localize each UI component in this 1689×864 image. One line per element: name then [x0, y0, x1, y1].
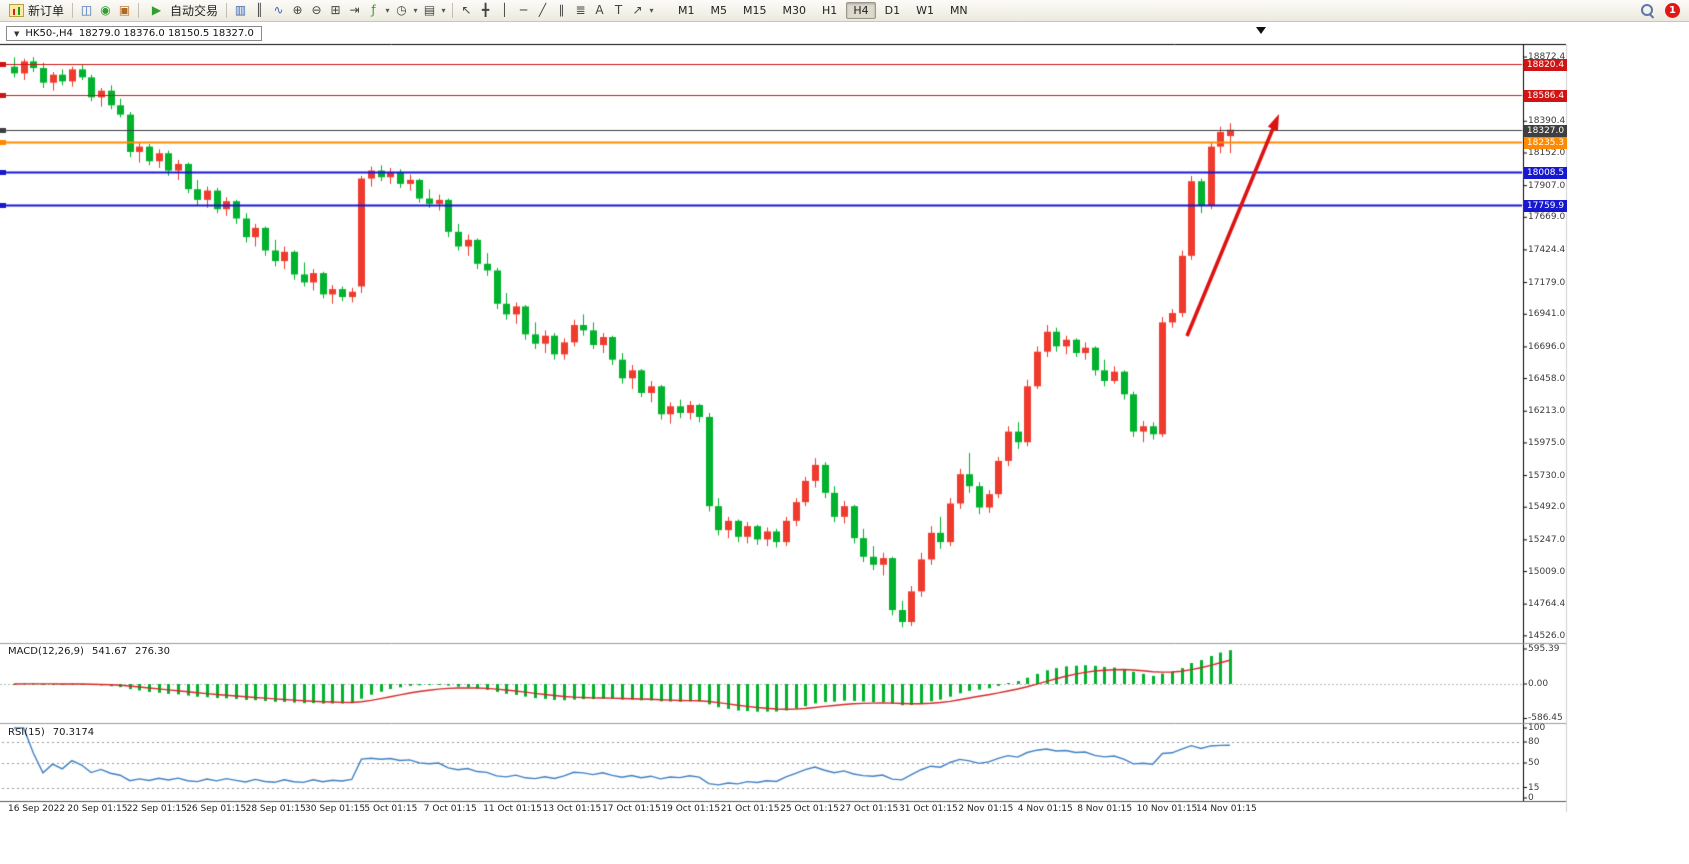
horizontal-line-icon[interactable]: ─: [519, 3, 528, 17]
cursor-icon[interactable]: ↖: [461, 3, 472, 17]
chart-bars-icon[interactable]: ▥: [234, 3, 247, 17]
timeframe-button-m5[interactable]: M5: [710, 4, 728, 17]
timeframe-button-h1[interactable]: H1: [822, 4, 838, 17]
new-order-icon: [9, 4, 24, 17]
fibonacci-icon[interactable]: ≣: [575, 3, 586, 17]
macd-signal-value: 276.30: [134, 646, 170, 657]
chart-title-tab[interactable]: ▼ HK50-,H4 18279.0 18376.0 18150.5 18327…: [6, 26, 262, 41]
autotrade-button[interactable]: ▶ 自动交易: [143, 2, 222, 20]
chart-window: ▼ HK50-,H4 18279.0 18376.0 18150.5 18327…: [0, 22, 1689, 864]
macd-label: MACD(12,26,9) 541.67 276.30: [8, 646, 170, 657]
indicators-dropdown-icon[interactable]: ▾: [385, 6, 390, 15]
new-chart-icon[interactable]: ◫: [80, 3, 93, 17]
market-watch-icon[interactable]: ◉: [100, 3, 111, 17]
zoom-out-icon[interactable]: ⊖: [311, 3, 322, 17]
chart-symbol-period: HK50-,H4: [25, 28, 73, 39]
chart-shift-marker[interactable]: [1256, 27, 1266, 34]
new-order-label: 新订单: [28, 4, 65, 18]
toolbar-separator: [452, 3, 454, 18]
trendline-icon[interactable]: ╱: [538, 3, 547, 17]
zoom-in-icon[interactable]: ⊕: [292, 3, 303, 17]
data-window-icon[interactable]: ▣: [118, 3, 131, 17]
channel-icon[interactable]: ∥: [558, 3, 565, 17]
main-toolbar: 新订单 ◫ ◉ ▣ ▶ 自动交易 ▥ ║ ∿ ⊕ ⊖ ⊞ ⇥ ƒ ▾ ◷ ▾ ▤…: [0, 0, 1689, 22]
search-icon[interactable]: [1640, 3, 1655, 18]
label-tool-icon[interactable]: T: [614, 3, 623, 17]
notification-badge[interactable]: 1: [1665, 3, 1680, 18]
timeframe-button-m30[interactable]: M30: [782, 4, 807, 17]
timeframe-button-d1[interactable]: D1: [884, 4, 901, 17]
rsi-value: 70.3174: [52, 727, 95, 738]
price-chart-canvas[interactable]: [0, 22, 1689, 864]
timeframe-button-m1[interactable]: M1: [678, 4, 695, 17]
timeframe-toolbar: M1 M5 M15 M30 H1 H4 D1 W1 MN: [670, 2, 976, 19]
tile-windows-icon[interactable]: ⊞: [330, 3, 341, 17]
autotrade-icon: ▶: [151, 3, 162, 17]
periods-icon[interactable]: ◷: [396, 3, 407, 17]
rsi-label: RSI(15) 70.3174: [8, 727, 94, 738]
text-tool-icon[interactable]: A: [595, 3, 604, 17]
templates-icon[interactable]: ▤: [423, 3, 436, 17]
collapse-icon[interactable]: ▼: [14, 29, 20, 38]
toolbar-separator: [138, 3, 140, 18]
autotrade-label: 自动交易: [170, 4, 219, 18]
templates-dropdown-icon[interactable]: ▾: [441, 6, 446, 15]
chart-line-icon[interactable]: ∿: [273, 3, 284, 17]
macd-name: MACD(12,26,9): [8, 646, 84, 657]
indicators-icon[interactable]: ƒ: [371, 3, 376, 17]
crosshair-icon[interactable]: ╋: [481, 3, 490, 17]
timeframe-button-mn[interactable]: MN: [949, 4, 968, 17]
arrows-dropdown-icon[interactable]: ▾: [649, 6, 654, 15]
periods-dropdown-icon[interactable]: ▾: [413, 6, 418, 15]
new-order-button[interactable]: 新订单: [5, 2, 68, 20]
auto-scroll-icon[interactable]: ⇥: [349, 3, 360, 17]
chart-candles-icon[interactable]: ║: [255, 3, 264, 17]
toolbar-right: 1: [1640, 3, 1684, 18]
timeframe-button-m15[interactable]: M15: [743, 4, 767, 17]
chart-ohlc-readout: 18279.0 18376.0 18150.5 18327.0: [78, 28, 254, 39]
toolbar-separator: [72, 3, 74, 18]
rsi-name: RSI(15): [8, 727, 45, 738]
toolbar-separator: [226, 3, 228, 18]
vertical-line-icon[interactable]: │: [500, 3, 509, 17]
arrows-tool-icon[interactable]: ↗: [632, 3, 643, 17]
macd-main-value: 541.67: [91, 646, 127, 657]
timeframe-button-h4[interactable]: H4: [846, 2, 876, 19]
timeframe-button-w1[interactable]: W1: [916, 4, 934, 17]
